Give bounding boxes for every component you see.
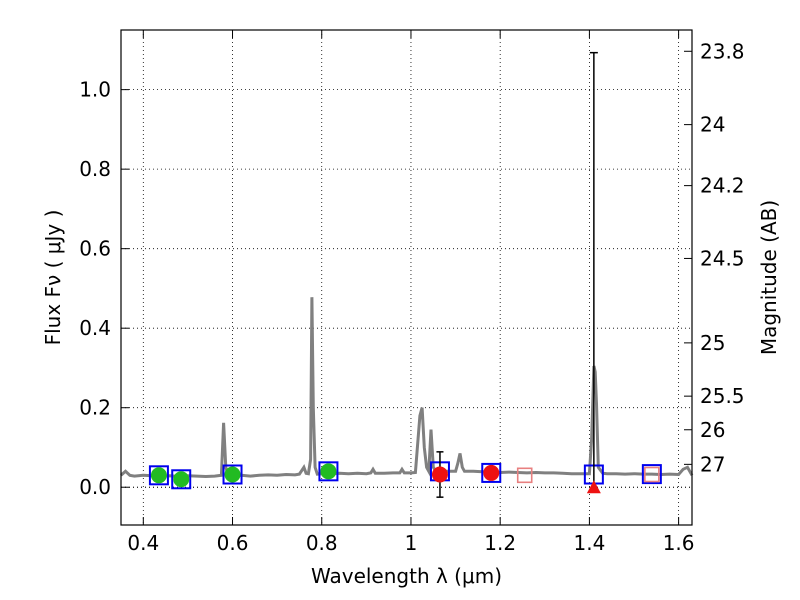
y-tick-label: 0.2 [79, 396, 111, 420]
y2-tick-label: 24.5 [700, 246, 745, 270]
y-tick-label: 1.0 [79, 78, 111, 102]
y2-tick-label: 25.5 [700, 384, 745, 408]
y2-tick-label: 25 [700, 331, 725, 355]
plot-frame [120, 29, 693, 526]
y-axis-title: Flux Fν ( μJy ) [41, 210, 65, 346]
x-tick-label: 0.4 [127, 531, 159, 555]
model-flux-box [171, 469, 192, 490]
y-tick-label: 0.8 [79, 157, 111, 181]
y2-tick-label: 24.2 [700, 174, 745, 198]
model-flux-box [481, 462, 502, 483]
model-flux-box [148, 465, 169, 486]
x-tick-label: 1.6 [663, 531, 695, 555]
x-tick-label: 1.4 [573, 531, 605, 555]
x-axis-ticks: 0.4 0.6 0.8 1 1.2 1.4 1.6 [127, 30, 695, 555]
y2-axis-ticks: 23.8 24 24.2 24.5 25 25.5 26 27 [684, 39, 745, 476]
y2-tick-label: 23.8 [700, 39, 745, 63]
x-tick-label: 0.6 [217, 531, 249, 555]
detection-point [150, 467, 167, 484]
nondetection-point [483, 464, 500, 481]
y2-tick-label: 24 [700, 113, 725, 137]
y-tick-label: 0.4 [79, 316, 111, 340]
data-point-layer [150, 463, 601, 494]
upper-limit-model-box [644, 466, 660, 483]
x-tick-label: 0.8 [306, 531, 338, 555]
model-flux-box [318, 461, 339, 482]
y-axis-ticks: 0.0 0.2 0.4 0.6 0.8 1.0 [79, 78, 129, 499]
upper-limit-triangle [586, 480, 601, 494]
upper-limit-model-box [516, 467, 533, 484]
x-axis-title: Wavelength λ (μm) [311, 564, 502, 588]
model-flux-box [641, 464, 662, 485]
x-tick-label: 1 [405, 531, 418, 555]
detection-point [224, 466, 241, 483]
y2-tick-label: 27 [700, 452, 725, 476]
x-tick-label: 1.2 [484, 531, 516, 555]
y-tick-label: 0.0 [79, 475, 111, 499]
grid-lines [121, 30, 692, 525]
model-flux-box [222, 464, 243, 485]
detection-point [320, 463, 337, 480]
y2-tick-label: 26 [700, 418, 725, 442]
y2-axis-title: Magnitude (AB) [757, 200, 781, 355]
y-tick-label: 0.6 [79, 237, 111, 261]
nondetection-point [431, 466, 448, 483]
detection-point [173, 471, 190, 488]
